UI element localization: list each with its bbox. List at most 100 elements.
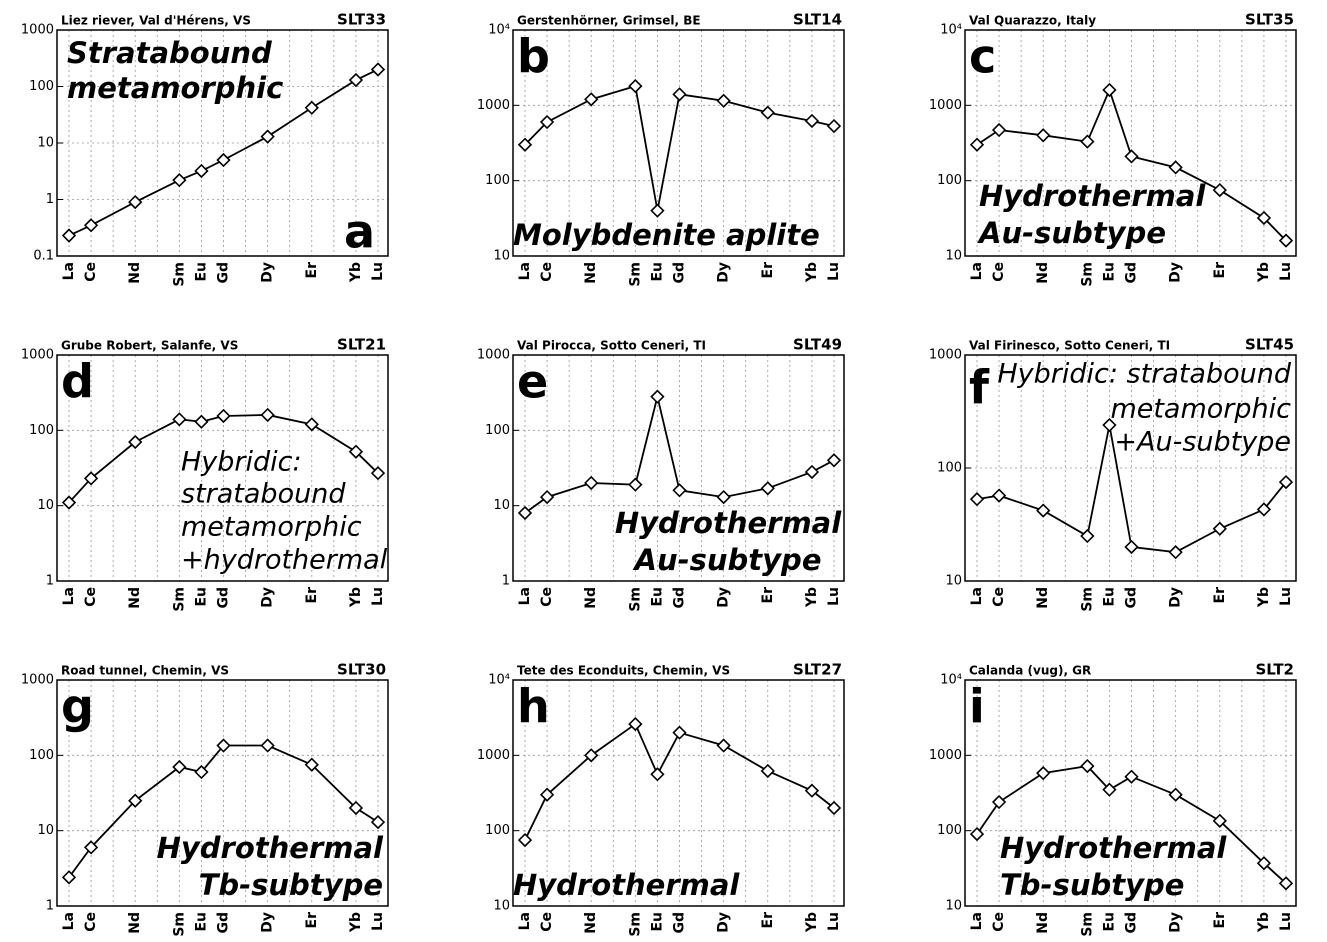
category-label: Sm xyxy=(171,912,187,937)
category-label: Sm xyxy=(627,262,643,287)
category-label: Lu xyxy=(826,587,842,606)
data-point xyxy=(760,481,775,496)
y-tick-label: 100 xyxy=(485,173,510,188)
category-label: Dy xyxy=(1168,262,1184,283)
category-label: Eu xyxy=(193,262,209,282)
data-point xyxy=(672,725,687,740)
annotation: metamorphic xyxy=(181,512,362,543)
data-point xyxy=(194,414,209,429)
category-label: La xyxy=(61,587,77,605)
data-point xyxy=(539,114,555,130)
data-point xyxy=(826,118,842,134)
data-line xyxy=(524,722,835,841)
data-point xyxy=(650,203,665,218)
panel-letter: c xyxy=(969,30,996,84)
category-label: Yb xyxy=(804,262,820,283)
y-tick-label: 100 xyxy=(937,461,962,476)
panel-letter: i xyxy=(969,680,985,734)
category-label: Nd xyxy=(127,262,143,284)
category-label: Sm xyxy=(1079,262,1095,287)
data-point xyxy=(304,757,319,772)
data-point xyxy=(539,787,555,802)
data-point xyxy=(1080,134,1095,149)
panel-letter: b xyxy=(517,30,550,84)
category-label: Gd xyxy=(1124,912,1140,934)
data-point xyxy=(370,814,386,830)
category-label: Nd xyxy=(1035,587,1051,609)
data-point xyxy=(61,495,77,510)
data-point xyxy=(1102,782,1117,797)
y-tick-label: 1000 xyxy=(477,348,510,363)
data-point xyxy=(584,475,599,491)
panel-letter: f xyxy=(969,361,990,415)
y-tick-label: 10 xyxy=(945,249,962,264)
y-tick-label: 100 xyxy=(29,748,54,763)
data-point xyxy=(83,218,99,233)
panel-title: Val Pirocca, Sotto Ceneri, TI xyxy=(517,339,706,353)
category-label: Dy xyxy=(716,262,732,283)
category-label: Nd xyxy=(127,912,143,934)
panel-letter: g xyxy=(61,680,94,734)
panel: 10 100 1000 10⁴ Calanda (vug), GR SLT2 La Ce Nd S… xyxy=(929,661,1297,937)
annotation: Au-subtype xyxy=(633,543,822,577)
data-point xyxy=(517,137,533,152)
data-point xyxy=(650,389,665,404)
category-label: Eu xyxy=(1101,262,1117,282)
category-label: Gd xyxy=(1124,587,1140,609)
annotation: Hydrothermal xyxy=(513,868,740,902)
annotation: stratabound xyxy=(181,479,346,510)
category-label: Lu xyxy=(826,912,842,931)
data-point xyxy=(128,194,143,210)
data-point xyxy=(716,93,731,108)
category-label: Ce xyxy=(991,912,1007,932)
y-tick-label: 100 xyxy=(937,823,962,838)
data-point xyxy=(969,137,985,152)
category-label: Yb xyxy=(348,912,364,933)
category-label: Er xyxy=(760,912,776,929)
sample-id: SLT35 xyxy=(1245,11,1294,29)
data-point xyxy=(61,870,77,885)
sample-id: SLT27 xyxy=(793,661,842,679)
panel-title: Liez riever, Val d'Hérens, VS xyxy=(61,14,251,28)
category-label: Er xyxy=(760,587,776,604)
y-tick-label: 100 xyxy=(937,173,962,188)
category-label: Sm xyxy=(627,587,643,612)
data-point xyxy=(584,748,599,763)
category-label: Lu xyxy=(1278,912,1294,931)
data-point xyxy=(348,800,364,816)
plot-frame xyxy=(964,354,1297,582)
y-tick-label: 10 xyxy=(37,498,54,513)
plot-frame xyxy=(512,354,845,582)
category-label: Nd xyxy=(1035,912,1051,934)
y-tick-label: 10 xyxy=(493,498,510,513)
panel-title: Grube Robert, Salanfe, VS xyxy=(61,339,238,353)
category-label: La xyxy=(517,912,533,930)
data-point xyxy=(650,767,665,782)
data-point xyxy=(194,764,209,780)
category-label: La xyxy=(517,262,533,280)
y-tick-label: 1000 xyxy=(929,748,962,763)
sample-id: SLT14 xyxy=(793,11,842,29)
sample-id: SLT21 xyxy=(337,336,386,354)
annotation: Stratabound xyxy=(67,36,272,70)
data-point xyxy=(61,228,77,243)
data-point xyxy=(1256,210,1272,226)
data-point xyxy=(216,152,231,168)
y-tick-label: 10⁴ xyxy=(488,673,510,688)
data-line xyxy=(976,765,1287,884)
data-point xyxy=(826,453,842,468)
panel-title: Val Quarazzo, Italy xyxy=(969,14,1096,28)
plot-frame xyxy=(964,679,1297,907)
data-point xyxy=(584,92,599,107)
panel-letter: e xyxy=(517,355,548,409)
category-label: Eu xyxy=(649,912,665,932)
y-tick-label: 10 xyxy=(945,574,962,589)
plot-frame xyxy=(512,29,845,257)
data-point xyxy=(1036,766,1051,781)
category-label: Yb xyxy=(1256,587,1272,608)
annotation: Molybdenite aplite xyxy=(513,218,820,252)
panel: 1 10 100 1000 Val Pirocca, Sotto Ceneri, TI S… xyxy=(477,336,845,612)
panel-title: Gerstenhörner, Grimsel, BE xyxy=(517,14,701,28)
data-point xyxy=(128,793,143,808)
category-label: Sm xyxy=(171,262,187,287)
